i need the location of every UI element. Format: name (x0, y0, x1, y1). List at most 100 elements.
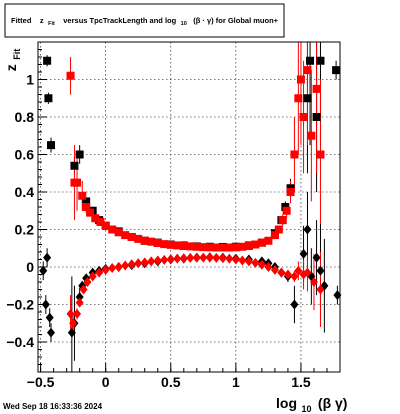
data-point-square (270, 231, 279, 240)
data-point-diamond (316, 284, 325, 295)
data-point-diamond (244, 256, 253, 267)
data-point-diamond (309, 277, 318, 287)
x-axis-log: log (276, 395, 297, 411)
data-point-square (134, 234, 143, 243)
data-point-diamond (127, 259, 136, 270)
data-point-diamond (212, 252, 221, 263)
data-point-square (225, 243, 234, 252)
data-point-diamond (277, 267, 286, 278)
data-point-square (290, 150, 299, 159)
data-point-diamond (43, 252, 52, 263)
y-tick-label: 0.8 (15, 109, 35, 125)
data-point-diamond (303, 224, 312, 235)
data-point-square (121, 231, 130, 240)
data-point-square (101, 221, 110, 230)
data-point-square (127, 233, 136, 241)
data-point-diamond (75, 297, 84, 308)
data-point-diamond (199, 252, 208, 263)
data-point-square (244, 242, 253, 250)
data-point-diamond (39, 265, 48, 276)
data-point-square (86, 208, 95, 217)
data-markers (39, 56, 342, 338)
data-point-diamond (69, 318, 78, 329)
data-point-diamond (316, 265, 325, 276)
date-stamp: Wed Sep 18 16:33:36 2024 (3, 402, 103, 411)
data-point-square (43, 56, 52, 65)
y-tick-label: 0.4 (15, 184, 35, 200)
y-tick-label: 0 (26, 259, 34, 275)
chart-title: Fitted z Fit versus TpcTrackLength and l… (4, 3, 285, 38)
data-point-square (212, 243, 221, 252)
data-point-diamond (238, 255, 247, 266)
data-point-square (78, 191, 87, 200)
data-point-square (82, 197, 91, 206)
data-point-diamond (45, 312, 54, 323)
data-point-diamond (270, 264, 279, 275)
data-point-square (153, 239, 162, 247)
data-point-diamond (95, 267, 104, 278)
data-point-diamond (312, 252, 321, 263)
data-point-diamond (257, 259, 266, 270)
data-point-diamond (160, 254, 169, 265)
data-point-square (274, 225, 283, 234)
data-point-square (251, 240, 260, 249)
data-point-diamond (205, 252, 214, 263)
data-point-square (75, 150, 84, 159)
y-tick-label: 0.6 (15, 147, 35, 163)
data-point-diamond (140, 257, 149, 268)
data-point-square (316, 150, 325, 159)
data-point-square (316, 56, 325, 65)
data-point-square (166, 240, 175, 249)
data-point-square (82, 203, 91, 211)
data-point-diamond (264, 262, 273, 272)
y-tick-labels: −0.4 −0.2 0 0.2 0.4 0.6 0.8 1 (6, 72, 34, 351)
data-point-diamond (186, 252, 195, 263)
data-point-square (44, 94, 53, 103)
data-point-square (160, 240, 169, 249)
x-tick-label: 0 (102, 374, 110, 390)
data-point-diamond (147, 256, 156, 267)
data-point-diamond (333, 290, 342, 301)
data-point-diamond (88, 271, 97, 282)
y-axis-label: z Fit (3, 49, 22, 71)
data-point-diamond (173, 253, 182, 264)
title-box (4, 3, 285, 38)
data-point-square (303, 94, 312, 103)
data-point-square (299, 113, 308, 121)
data-point-square (306, 56, 315, 65)
data-point-square (278, 216, 287, 225)
data-point-square (238, 242, 247, 251)
y-axis-title: z Fit (3, 49, 22, 71)
data-point-diamond (299, 248, 308, 259)
x-axis-betagamma: (β γ) (318, 395, 348, 411)
data-point-square (282, 206, 291, 215)
data-point-square (312, 84, 321, 93)
data-point-square (47, 141, 56, 150)
data-point-diamond (73, 308, 82, 319)
data-point-diamond (114, 262, 123, 272)
data-point-diamond (283, 269, 292, 280)
data-point-square (186, 242, 195, 251)
data-point-square (70, 161, 79, 170)
x-axis-title: log 10 (β γ) (276, 395, 347, 414)
title-text: Fitted z Fit versus TpcTrackLength and l… (11, 10, 279, 29)
data-point-diamond (294, 265, 303, 276)
data-point-diamond (153, 255, 162, 266)
data-point-square (147, 237, 156, 246)
x-tick-label: −0.5 (27, 374, 55, 390)
data-point-diamond (83, 277, 92, 287)
data-point-diamond (166, 254, 175, 265)
data-point-diamond (134, 258, 143, 269)
data-point-square (96, 218, 105, 226)
data-point-square (199, 243, 208, 252)
x-tick-labels: −0.5 0 0.5 1 1.5 (27, 374, 311, 390)
data-point-square (257, 238, 266, 247)
axis-ticks (38, 41, 341, 373)
data-point-square (66, 71, 75, 80)
data-point-diamond (225, 253, 234, 264)
data-point-diamond (192, 252, 201, 263)
data-point-diamond (67, 327, 76, 338)
data-point-square (73, 178, 82, 187)
data-point-square (192, 242, 201, 251)
data-point-square (173, 241, 182, 250)
